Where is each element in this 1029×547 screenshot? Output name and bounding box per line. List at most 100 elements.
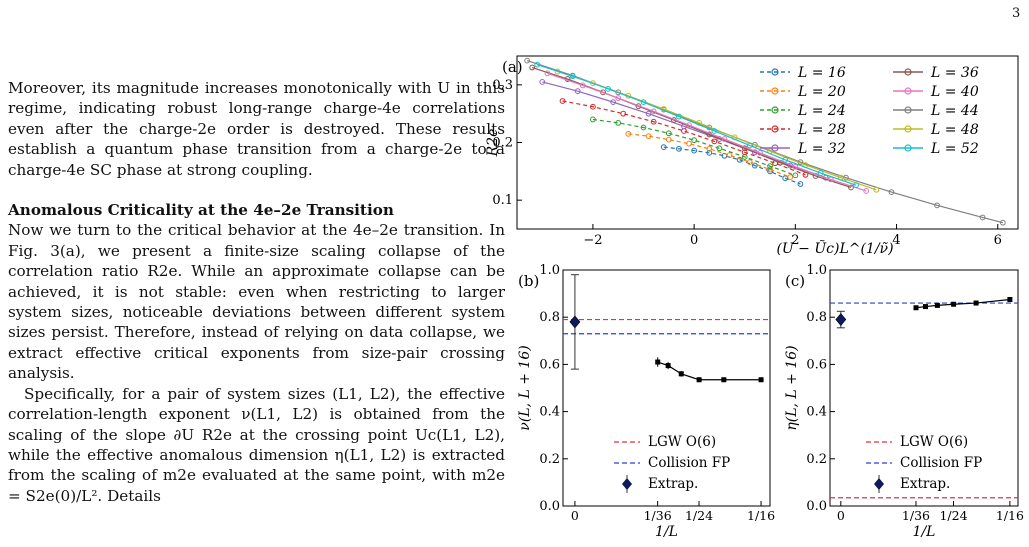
panel-a-xtick-label: 0 [690, 233, 698, 248]
panel-a-point [640, 124, 647, 131]
panel-c-ylabel: η(L, L + 16) [784, 345, 800, 430]
panel-b-data-point [655, 359, 661, 365]
panel-c-label: (c) [785, 272, 805, 290]
paragraph-1: Moreover, its magnitude increases monoto… [8, 79, 505, 179]
panel-a-xtick-label: 6 [994, 233, 1002, 248]
panel-b-data-point [665, 363, 671, 369]
panel-a-series-line [537, 64, 857, 186]
panel-a-point [746, 159, 753, 166]
panel-a-point [848, 184, 854, 191]
panel-c-ytick-label: 0.8 [806, 310, 827, 325]
panel-b-label: (b) [518, 272, 539, 290]
panel-b-ytick-label: 0.8 [539, 310, 560, 325]
panel-a-point [999, 219, 1006, 226]
panel-c-ytick-label: 0.4 [806, 405, 827, 420]
panel-a-point [711, 138, 718, 145]
panel-a-point [650, 118, 657, 125]
panel-a-legend-marker [904, 144, 912, 152]
panel-b-ytick-label: 0.2 [539, 452, 560, 467]
panel-a-point [569, 73, 576, 80]
panel-a-point [817, 170, 824, 176]
panel-b-xtick-label: 1/36 [644, 508, 672, 523]
panel-a-point [650, 108, 657, 115]
panel-a-point [711, 128, 718, 134]
panel-a-point [590, 116, 596, 123]
panel-a-point [751, 162, 758, 169]
panel-a-point [797, 181, 804, 187]
panel-a-xtick-label: 2 [791, 233, 799, 248]
panel-a-point [590, 103, 596, 110]
panel-c-xtick-label: 1/24 [939, 508, 967, 523]
panel-a-point [645, 110, 652, 117]
panel-c-ytick-label: 1.0 [806, 263, 827, 278]
panel-a-xtick-label: −2 [583, 233, 602, 248]
panel-a-legend-label: L = 24 [797, 103, 846, 119]
panel-a-point [686, 140, 692, 147]
panel-b-data-line [657, 361, 762, 381]
panel-c-data-point [973, 300, 979, 306]
panel-a-point [625, 130, 632, 137]
panel-a-point [544, 70, 551, 77]
text-column: Moreover, its magnitude increases monoto… [8, 78, 505, 506]
panel-a-point [979, 214, 986, 221]
panel-a-point [686, 122, 692, 129]
panel-a-legend-marker [771, 106, 779, 114]
panel-a-ylabel: R2e [485, 129, 501, 158]
panel-a-point [691, 147, 698, 154]
paragraph-3: Specifically, for a pair of system sizes… [8, 384, 505, 505]
panel-c-data-point [951, 301, 957, 307]
panel-a-legend-label: L = 28 [797, 122, 846, 138]
panel-b-xtick-label: 1/16 [747, 508, 775, 523]
panel-a-point [863, 188, 870, 194]
panel-a-point [676, 113, 682, 120]
panel-a-point [610, 99, 617, 106]
panel-a-legend-marker [904, 87, 912, 95]
panel-a-point [888, 189, 895, 195]
panel-a-point [665, 136, 672, 143]
panel-a-legend-marker [771, 144, 779, 152]
panel-a-legend-label: L = 48 [930, 122, 979, 138]
panel-a-legend-marker [771, 125, 779, 133]
panel-c-ytick-label: 0.6 [806, 357, 827, 372]
panel-a-legend-label: L = 36 [930, 65, 979, 81]
panel-a-point [534, 61, 541, 68]
panel-a-point [792, 172, 799, 179]
panel-b-legend-marker [622, 478, 632, 490]
panel-a-point [691, 137, 698, 144]
panel-a-legend-marker [771, 87, 779, 95]
panel-b-ytick-label: 0.6 [539, 357, 560, 372]
panel-a-point [615, 95, 622, 101]
panel-b-xtick-label: 0 [571, 508, 579, 523]
panel-a-series-line [562, 100, 806, 176]
panel-c-legend-label: LGW O(6) [900, 434, 968, 450]
panel-a-point [615, 119, 622, 126]
panel-a-point [605, 85, 611, 92]
panel-c-ytick-label: 0.0 [806, 499, 827, 514]
panel-a-label: (a) [502, 58, 523, 76]
panel-a-point [660, 144, 667, 151]
panel-a-point [757, 149, 763, 156]
panel-a-point [620, 110, 627, 117]
panel-a-point [706, 149, 713, 156]
page-number: 3 [1012, 6, 1021, 21]
panel-a-point [767, 166, 773, 173]
panel-b-legend-label: LGW O(6) [648, 434, 716, 450]
panel-a-legend-label: L = 44 [930, 103, 979, 119]
panel-a-point [579, 82, 586, 89]
panel-a-point [529, 64, 536, 71]
panel-c-ytick-label: 0.2 [806, 452, 827, 467]
panel-b-xtick-label: 1/24 [685, 508, 713, 523]
panel-a-point [645, 133, 652, 140]
panel-a-point [665, 130, 672, 137]
panel-c-xlabel: 1/L [913, 524, 936, 540]
panel-a-series-line [663, 146, 801, 185]
panel-a-point [741, 149, 748, 156]
panel-a-legend-label: L = 16 [797, 65, 846, 81]
panel-b-ytick-label: 1.0 [539, 263, 560, 278]
panel-c-data-point [934, 302, 940, 308]
panel-c-legend-marker [874, 478, 884, 490]
panel-c-data-point [913, 305, 919, 311]
paragraph-2: Now we turn to the critical behavior at … [8, 221, 505, 383]
panel-a-point [792, 163, 799, 170]
